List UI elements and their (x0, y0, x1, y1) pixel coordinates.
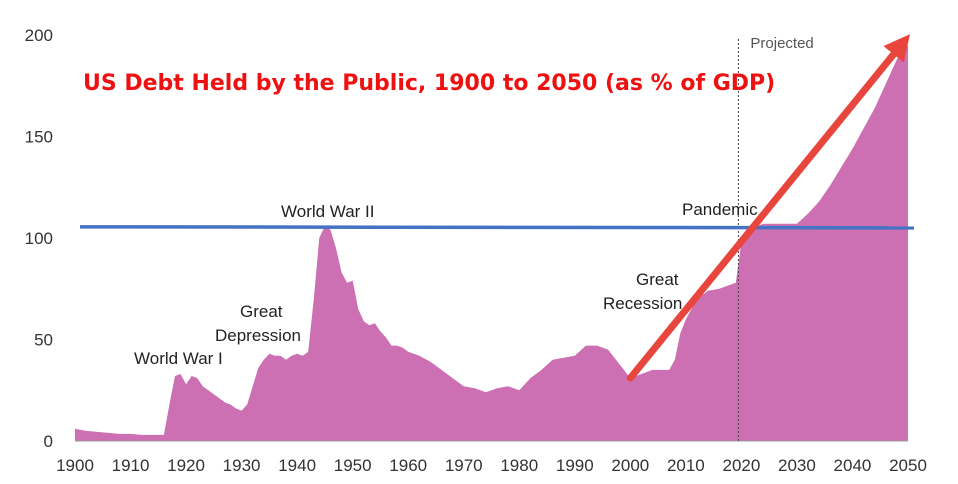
annotation-world-war-2: World War II (281, 202, 375, 221)
x-tick-label: 1960 (389, 456, 427, 475)
x-tick-label: 1940 (278, 456, 316, 475)
y-tick-label: 200 (25, 26, 53, 45)
chart-title: US Debt Held by the Public, 1900 to 2050… (83, 71, 775, 96)
reference-line (79, 225, 915, 230)
y-tick-labels: 0 50 100 150 200 (25, 26, 53, 451)
annotation-recession: Recession (603, 294, 682, 313)
y-tick-label: 50 (34, 331, 53, 350)
annotation-world-war-1: World War I (134, 349, 223, 368)
projected-label: Projected (750, 35, 813, 52)
x-tick-label: 2040 (834, 456, 872, 475)
trend-arrow-head (883, 34, 910, 63)
x-tick-label: 1970 (445, 456, 483, 475)
x-tick-label: 1910 (112, 456, 150, 475)
x-tick-label: 1900 (56, 456, 94, 475)
annotation-great: Great (636, 270, 679, 289)
annotation-pandemic: Pandemic (682, 200, 758, 219)
annotations: World War I Great Depression World War I… (134, 200, 758, 368)
x-tick-label: 1930 (223, 456, 261, 475)
x-tick-label: 2050 (889, 456, 927, 475)
x-tick-label: 2000 (611, 456, 649, 475)
x-tick-labels: 1900 1910 1920 1930 1940 1950 1960 1970 … (56, 456, 927, 475)
annotation-depression: Depression (215, 326, 301, 345)
trend-arrow (626, 34, 910, 382)
x-tick-label: 1990 (556, 456, 594, 475)
debt-area (75, 45, 908, 441)
x-tick-label: 1920 (167, 456, 205, 475)
x-tick-label: 2020 (722, 456, 760, 475)
annotation-great: Great (240, 302, 283, 321)
area-layer (75, 45, 908, 441)
x-tick-label: 2010 (667, 456, 705, 475)
x-tick-label: 2030 (778, 456, 816, 475)
trend-arrow-shaft (626, 50, 898, 382)
x-tick-label: 1980 (500, 456, 538, 475)
x-tick-label: 1950 (334, 456, 372, 475)
y-tick-label: 0 (44, 432, 53, 451)
y-tick-label: 150 (25, 128, 53, 147)
y-tick-label: 100 (25, 229, 53, 248)
